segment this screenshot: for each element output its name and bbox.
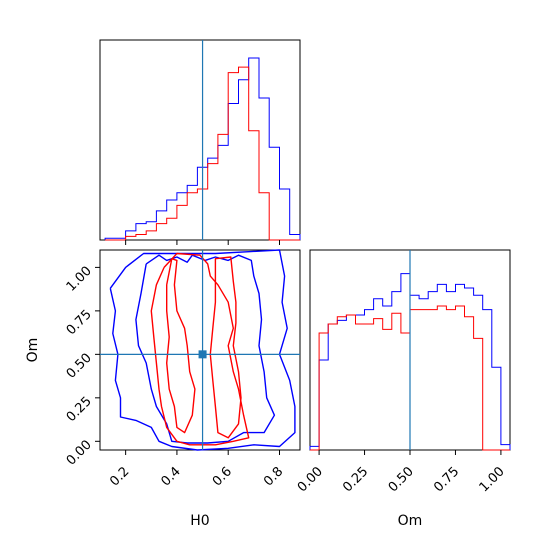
x-tick-label-om: 0.75 [431,464,462,495]
h0-marginal-ticks [125,240,280,245]
contour-line-1 [109,249,296,451]
om-histograms [309,250,511,451]
contour-frame [99,249,301,451]
x-axis-label-h0: H0 [190,513,209,529]
x-tick-label-h0: 0.2 [107,464,132,489]
y-tick-label-om: 0.00 [64,438,95,469]
om-marginal-ticks: 0.00 0.25 0.50 0.75 1.00 [295,450,508,495]
y-tick-label-om: 1.00 [64,264,95,295]
y-tick-label-om: 0.50 [64,351,95,382]
x-tick-label-h0: 0.8 [261,464,286,489]
om-marginal-panel: 0.00 0.25 0.50 0.75 1.00 Om [295,249,511,529]
x-tick-label-om: 1.00 [477,464,508,495]
h0-marginal-panel [99,39,301,245]
x-axis-label-om: Om [398,513,423,529]
contour-line-4 [150,252,250,446]
h0-marginal-frame [99,39,301,241]
h0-histograms [104,40,301,241]
contour-line-2 [165,258,196,434]
contour-line-3 [209,256,242,439]
y-tick-label-om: 0.25 [64,394,95,425]
x-tick-label-h0: 0.4 [159,464,184,489]
x-tick-label-h0: 0.6 [210,464,235,489]
y-axis-label-om: Om [25,338,41,363]
contour-lines [100,249,300,451]
om-histogram-series-1 [310,305,510,451]
h0-om-contour-panel: 0.2 0.4 0.6 0.8 0.00 0.25 0.50 0.75 1.00 H0 Om [25,249,301,529]
x-tick-label-om: 0.00 [295,464,326,495]
contour-line-0 [135,254,276,444]
h0-histogram-series-1 [105,66,300,241]
x-tick-label-om: 0.25 [340,464,371,495]
y-tick-label-om: 0.75 [64,307,95,338]
x-tick-label-om: 0.50 [386,464,417,495]
truth-marker [198,350,207,359]
